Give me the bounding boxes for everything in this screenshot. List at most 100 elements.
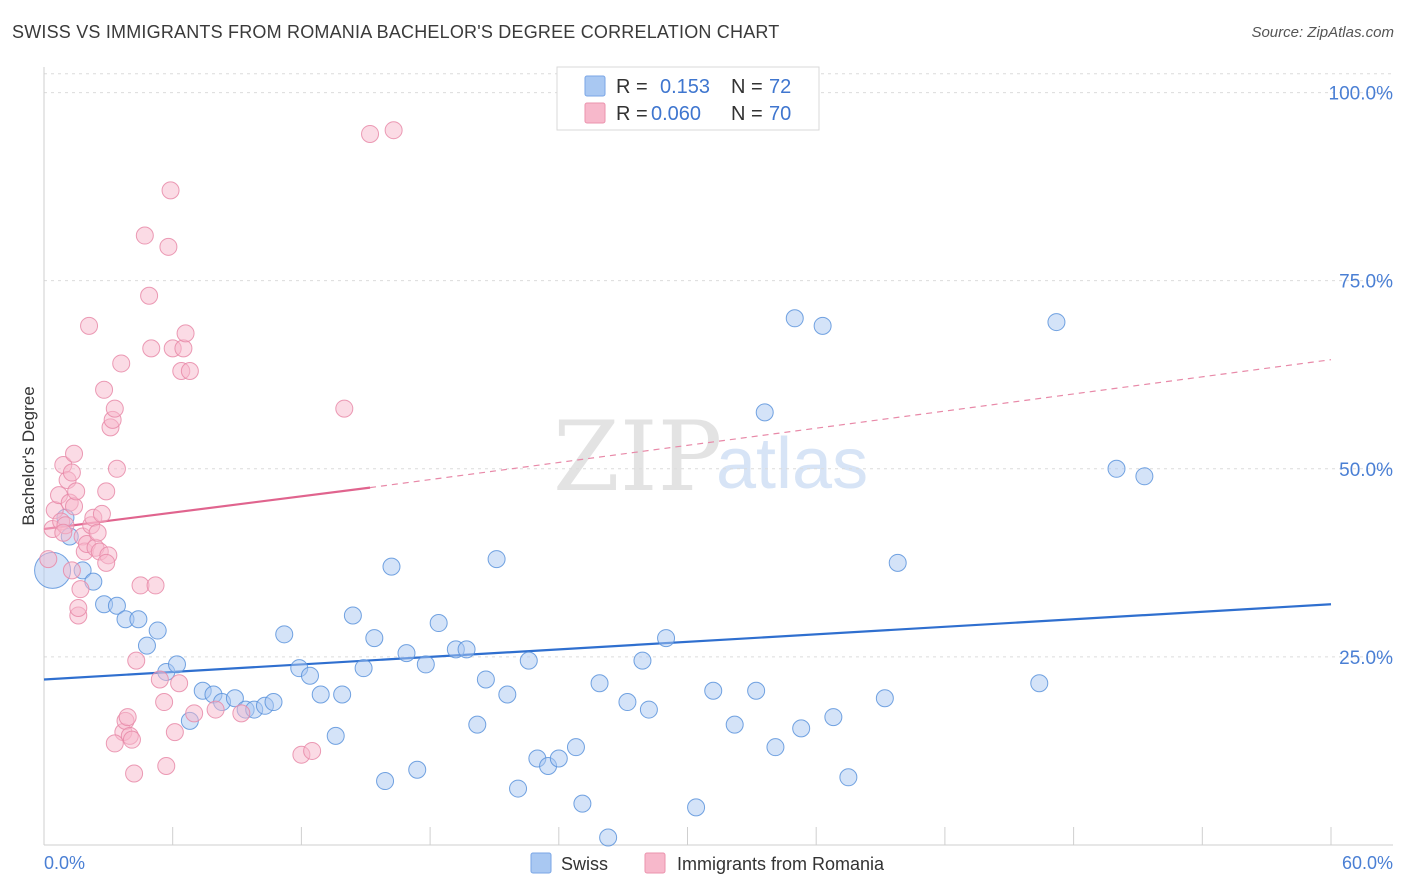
chart-title: SWISS VS IMMIGRANTS FROM ROMANIA BACHELO… (12, 22, 780, 42)
point-romania-62 (361, 124, 380, 143)
point-romania-30 (105, 399, 124, 418)
point-swiss-67 (875, 689, 894, 708)
point-romania-31 (107, 459, 126, 478)
legend-n-value-1: 72 (769, 76, 791, 98)
point-swiss-28 (343, 606, 362, 625)
y-tick-label-0: 25.0% (1339, 648, 1393, 669)
point-romania-10 (65, 497, 84, 516)
source-label: Source: ZipAtlas.com (1251, 24, 1394, 41)
point-romania-42 (142, 339, 161, 358)
point-swiss-27 (333, 685, 352, 704)
point-romania-38 (127, 651, 146, 670)
legend-r-value-1: 0.153 (660, 76, 710, 98)
legend-n-label-2: N = (731, 103, 763, 125)
point-swiss-25 (311, 685, 330, 704)
grid-lines (44, 73, 1393, 658)
point-swiss-35 (416, 655, 435, 674)
point-swiss-61 (766, 738, 785, 757)
trend-line-1-1 (369, 359, 1332, 489)
point-swiss-8 (129, 610, 148, 629)
point-swiss-6 (107, 596, 126, 615)
point-romania-55 (180, 361, 199, 380)
point-romania-14 (71, 580, 90, 599)
point-swiss-12 (167, 655, 186, 674)
point-swiss-65 (824, 708, 843, 727)
point-swiss-62 (785, 309, 804, 328)
point-romania-37 (125, 764, 144, 783)
point-swiss-60 (755, 403, 774, 422)
point-romania-24 (92, 504, 111, 523)
point-swiss-10 (148, 621, 167, 640)
point-romania-56 (185, 704, 204, 723)
point-swiss-31 (376, 772, 395, 791)
legend-bottom-label-romania: Immigrants from Romania (677, 854, 885, 874)
point-swiss-51 (599, 828, 618, 847)
legend-r-label-2: R = (616, 103, 648, 125)
point-romania-68 (105, 734, 124, 753)
point-romania-65 (54, 523, 73, 542)
legend-bottom-swatch-romania (644, 852, 666, 874)
point-swiss-66 (839, 768, 858, 787)
point-romania-69 (69, 598, 88, 617)
point-romania-18 (80, 316, 99, 335)
point-romania-26 (97, 482, 116, 501)
point-romania-51 (170, 674, 189, 693)
point-romania-67 (122, 730, 141, 749)
point-romania-22 (88, 523, 107, 542)
point-swiss-50 (590, 674, 609, 693)
point-romania-63 (384, 121, 403, 140)
point-romania-0 (39, 550, 58, 569)
point-swiss-55 (657, 629, 676, 648)
point-swiss-40 (476, 670, 495, 689)
point-romania-46 (157, 756, 176, 775)
legend-r-label-1: R = (616, 76, 648, 98)
point-romania-48 (161, 181, 180, 200)
point-romania-57 (206, 700, 225, 719)
y-tick-label-3: 100.0% (1329, 84, 1394, 105)
point-romania-58 (232, 704, 251, 723)
legend-swatch-swiss (584, 75, 606, 97)
point-swiss-49 (573, 794, 592, 813)
point-romania-66 (97, 553, 116, 572)
point-swiss-58 (725, 715, 744, 734)
legend-bottom-label-swiss: Swiss (561, 854, 608, 874)
point-swiss-34 (408, 760, 427, 779)
point-swiss-63 (792, 719, 811, 738)
trend-line-0-0 (43, 603, 1332, 681)
point-romania-45 (155, 693, 174, 712)
point-swiss-68 (888, 553, 907, 572)
point-romania-41 (140, 286, 159, 305)
point-romania-50 (165, 723, 184, 742)
point-swiss-64 (813, 316, 832, 335)
point-swiss-71 (1107, 459, 1126, 478)
point-romania-44 (150, 670, 169, 689)
legend-swatch-romania (584, 102, 606, 124)
point-swiss-54 (639, 700, 658, 719)
point-swiss-52 (618, 693, 637, 712)
point-swiss-39 (468, 715, 487, 734)
point-swiss-48 (566, 738, 585, 757)
point-swiss-47 (549, 749, 568, 768)
point-swiss-59 (747, 681, 766, 700)
axes (43, 67, 1393, 846)
point-swiss-22 (275, 625, 294, 644)
point-romania-43 (146, 576, 165, 595)
point-swiss-72 (1135, 467, 1154, 486)
watermark-atlas: atlas (716, 424, 868, 504)
legend-bottom: Swiss Immigrants from Romania (530, 852, 885, 874)
point-romania-25 (95, 380, 114, 399)
point-swiss-26 (326, 726, 345, 745)
point-romania-47 (159, 237, 178, 256)
x-tick-label-min: 0.0% (44, 853, 85, 873)
point-swiss-32 (382, 557, 401, 576)
y-tick-label-2: 75.0% (1339, 272, 1393, 293)
point-romania-35 (118, 708, 137, 727)
legend-n-value-2: 70 (769, 103, 791, 125)
point-swiss-41 (487, 550, 506, 569)
point-swiss-57 (704, 681, 723, 700)
point-swiss-69 (1030, 674, 1049, 693)
point-swiss-70 (1047, 313, 1066, 332)
y-axis-label: Bachelor's Degree (19, 386, 38, 525)
watermark-zip: ZIP (553, 401, 722, 513)
point-swiss-9 (137, 636, 156, 655)
